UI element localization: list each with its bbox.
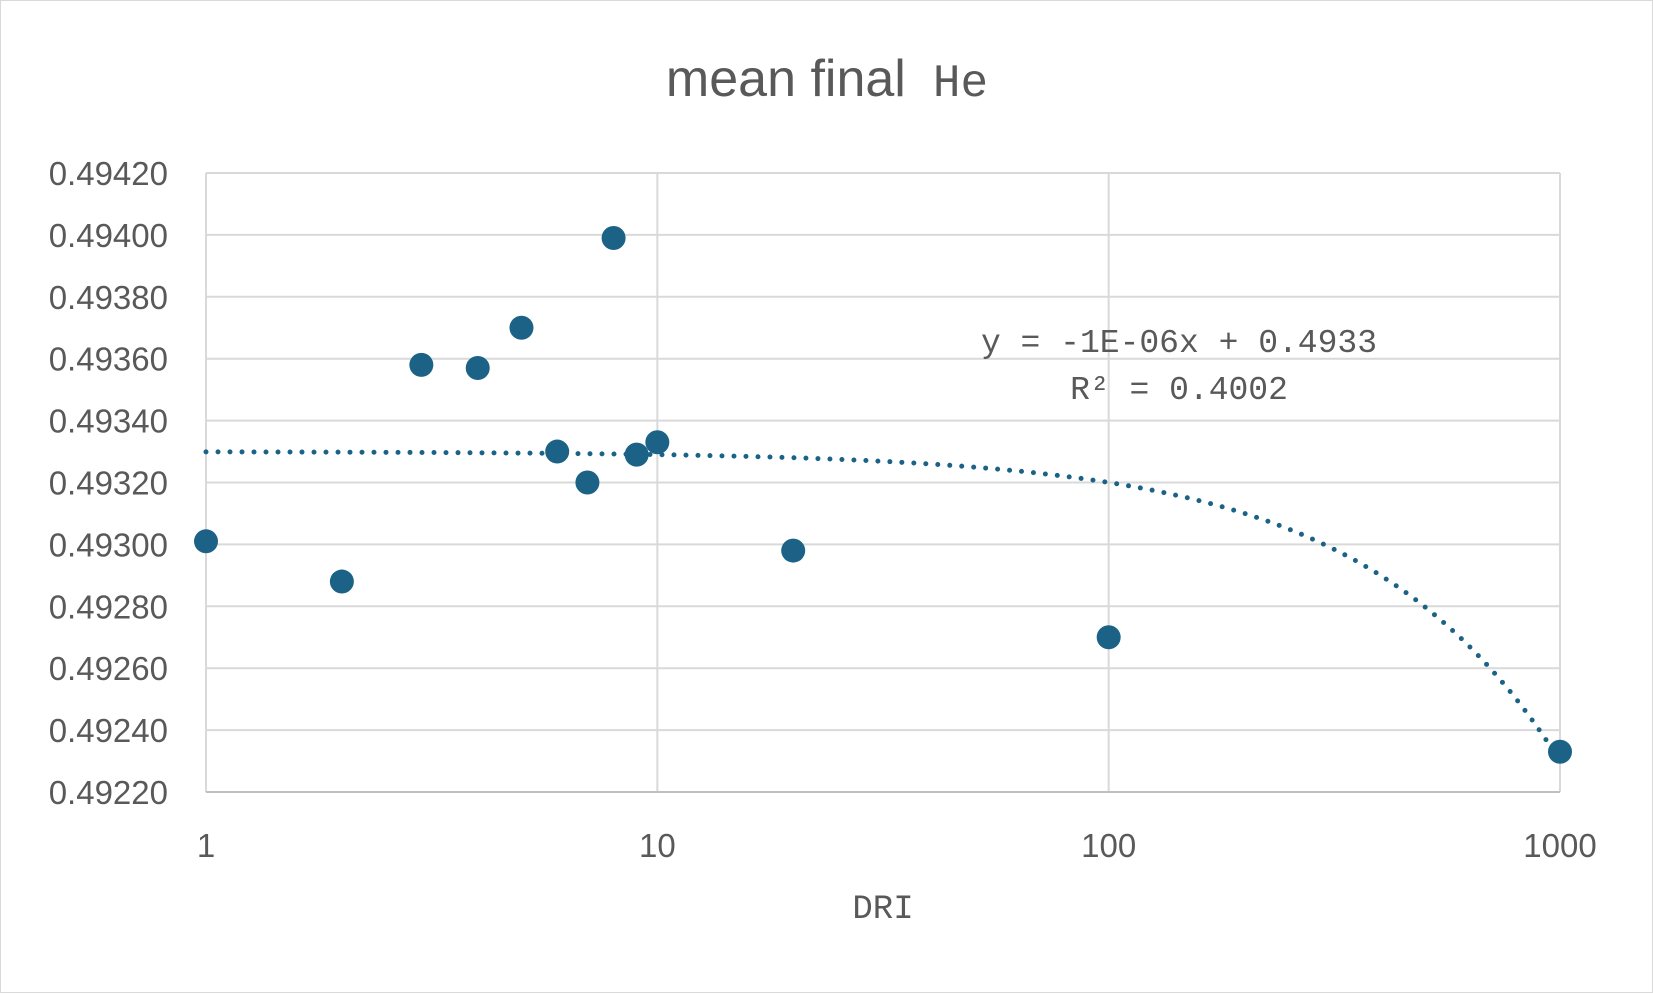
x-tick-label: 100 (1081, 827, 1136, 864)
data-point (1548, 740, 1572, 764)
chart-title-suffix: He (933, 58, 988, 110)
data-point (645, 430, 669, 454)
chart-title: mean final He (666, 50, 988, 110)
gridlines (206, 173, 1560, 792)
y-axis-tick-labels: 0.49220 0.49240 0.49260 0.49280 0.49300 0.493… (49, 155, 168, 811)
data-point (466, 356, 490, 380)
trendline-equation: y = -1E-06x + 0.4933 (981, 325, 1377, 362)
chart-title-main: mean final (666, 50, 906, 108)
y-tick-label: 0.49340 (49, 403, 168, 440)
x-axis-tick-labels: 1 10 100 1000 (197, 827, 1597, 864)
data-points (194, 226, 1572, 764)
y-tick-label: 0.49280 (49, 588, 168, 625)
data-point (330, 570, 354, 594)
trendline-r-squared: R² = 0.4002 (1070, 372, 1288, 409)
y-tick-label: 0.49400 (49, 217, 168, 254)
data-point (194, 529, 218, 553)
data-point (781, 539, 805, 563)
y-tick-label: 0.49380 (49, 279, 168, 316)
y-tick-label: 0.49260 (49, 650, 168, 687)
x-axis-label: DRI (852, 891, 913, 929)
data-point (1097, 625, 1121, 649)
y-tick-label: 0.49220 (49, 774, 168, 811)
data-point (545, 440, 569, 464)
y-tick-label: 0.49320 (49, 465, 168, 502)
y-tick-label: 0.49300 (49, 526, 168, 563)
data-point (602, 226, 626, 250)
y-tick-label: 0.49240 (49, 712, 168, 749)
y-tick-label: 0.49420 (49, 155, 168, 192)
data-point (575, 471, 599, 495)
x-tick-label: 1 (197, 827, 215, 864)
y-tick-label: 0.49360 (49, 341, 168, 378)
data-point (409, 353, 433, 377)
x-tick-label: 1000 (1523, 827, 1596, 864)
data-point (509, 316, 533, 340)
data-point (625, 443, 649, 467)
x-tick-label: 10 (639, 827, 676, 864)
